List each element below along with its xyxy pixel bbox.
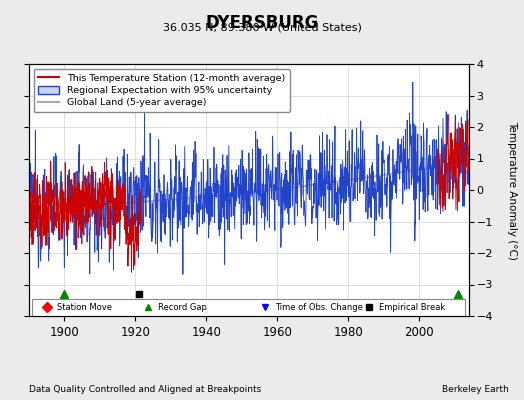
Bar	[32, 299, 465, 316]
Text: Empirical Break: Empirical Break	[379, 303, 445, 312]
Text: Time of Obs. Change: Time of Obs. Change	[275, 303, 363, 312]
Legend: This Temperature Station (12-month average), Regional Expectation with 95% uncer: This Temperature Station (12-month avera…	[34, 69, 290, 112]
Text: Berkeley Earth: Berkeley Earth	[442, 386, 508, 394]
Text: DYERSBURG: DYERSBURG	[205, 14, 319, 32]
Text: Station Move: Station Move	[57, 303, 112, 312]
Text: 36.035 N, 89.380 W (United States): 36.035 N, 89.380 W (United States)	[162, 22, 362, 32]
Y-axis label: Temperature Anomaly (°C): Temperature Anomaly (°C)	[507, 120, 517, 260]
Text: Record Gap: Record Gap	[158, 303, 208, 312]
Text: Data Quality Controlled and Aligned at Breakpoints: Data Quality Controlled and Aligned at B…	[29, 386, 261, 394]
